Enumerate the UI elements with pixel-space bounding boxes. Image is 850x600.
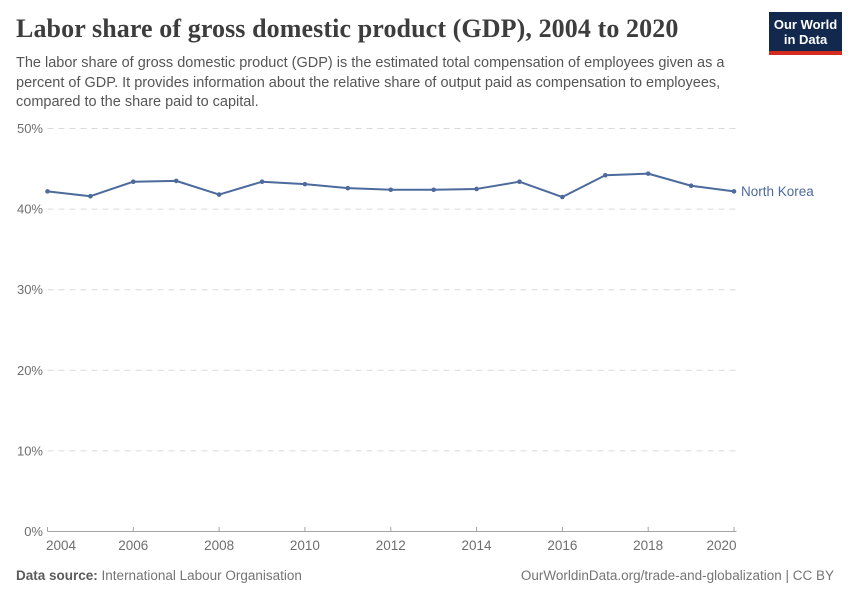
- data-source-label: Data source:: [16, 568, 98, 583]
- data-point-2009[interactable]: [259, 179, 265, 184]
- series-line-north-korea[interactable]: [46, 172, 735, 199]
- data-point-2020[interactable]: [731, 189, 737, 194]
- chart-title: Labor share of gross domestic product (G…: [16, 14, 679, 43]
- data-point-2014[interactable]: [474, 186, 479, 192]
- owid-logo-line2: in Data: [783, 32, 828, 47]
- owid-url-license[interactable]: OurWorldinData.org/trade-and-globalizati…: [520, 568, 834, 583]
- x-tick-label-2004: 2004: [46, 538, 77, 553]
- x-tick-label-2014: 2014: [462, 538, 493, 553]
- data-point-2016[interactable]: [560, 194, 565, 200]
- y-tick-label-50: 50%: [17, 121, 43, 136]
- data-point-2010[interactable]: [302, 181, 308, 187]
- data-point-2015[interactable]: [517, 179, 522, 184]
- y-tick-label-40: 40%: [17, 202, 43, 217]
- data-point-2013[interactable]: [431, 187, 436, 193]
- data-point-2018[interactable]: [645, 171, 651, 176]
- data-point-2011[interactable]: [345, 185, 351, 191]
- y-tick-label-0: 0%: [24, 524, 43, 539]
- line-chart: 0% 10% 20% 30% 40% 50% 2004 2006 2008 2010 2012 201…: [0, 115, 850, 560]
- y-tick-label-30: 30%: [17, 282, 43, 297]
- x-tick-label-2006: 2006: [118, 538, 148, 553]
- owid-logo-line1: Our World: [773, 17, 838, 32]
- x-tick-label-2012: 2012: [376, 538, 406, 553]
- data-point-2006[interactable]: [131, 179, 136, 184]
- chart-subtitle: The labor share of gross domestic produc…: [16, 55, 725, 110]
- x-tick-label-2018: 2018: [633, 538, 663, 553]
- x-tick-label-2016: 2016: [547, 538, 577, 553]
- data-point-2008[interactable]: [216, 192, 222, 197]
- data-point-2005[interactable]: [88, 193, 93, 199]
- y-tick-label-20: 20%: [17, 363, 43, 378]
- data-source: Data source: International Labour Organi…: [16, 568, 302, 583]
- x-tick-label-2008: 2008: [204, 538, 234, 553]
- data-point-2004[interactable]: [45, 189, 50, 194]
- data-point-2012[interactable]: [388, 187, 394, 193]
- owid-logo[interactable]: Our World in Data: [769, 12, 842, 55]
- series-label-north-korea[interactable]: North Korea: [741, 184, 814, 199]
- data-source-value: International Labour Organisation: [101, 568, 302, 583]
- y-tick-label-10: 10%: [17, 443, 43, 458]
- line-chart-svg: 0% 10% 20% 30% 40% 50% 2004 2006 2008 2010 2012 201…: [17, 121, 814, 553]
- data-point-2019[interactable]: [688, 183, 694, 189]
- data-point-2017[interactable]: [602, 172, 608, 178]
- chart-footer: Data source: International Labour Organi…: [16, 568, 834, 583]
- data-point-2007[interactable]: [173, 178, 179, 184]
- x-tick-label-2010: 2010: [290, 538, 320, 553]
- x-tick-label-2020: 2020: [706, 538, 736, 553]
